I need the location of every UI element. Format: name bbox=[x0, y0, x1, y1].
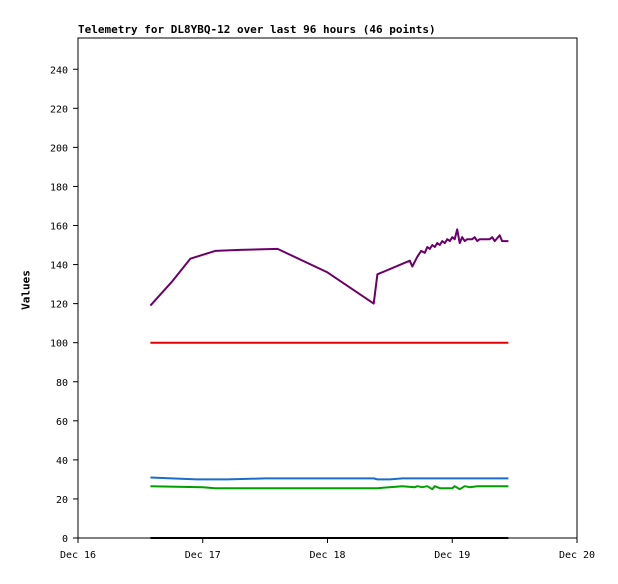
y-tick-label: 240 bbox=[50, 65, 68, 76]
y-tick-label: 0 bbox=[62, 534, 68, 545]
series-line-3 bbox=[150, 476, 509, 481]
y-tick-label: 120 bbox=[50, 300, 68, 311]
y-axis-label: Values bbox=[19, 270, 33, 310]
y-tick-label: 200 bbox=[50, 143, 68, 154]
chart-title: Telemetry for DL8YBQ-12 over last 96 hou… bbox=[78, 23, 436, 36]
x-tick-label: Dec 16 bbox=[60, 550, 96, 561]
series-line-4 bbox=[150, 485, 509, 491]
y-tick-label: 100 bbox=[50, 339, 68, 350]
y-tick-label: 60 bbox=[56, 417, 68, 428]
x-tick-label: Dec 19 bbox=[434, 550, 470, 561]
y-tick-label: 80 bbox=[56, 378, 68, 389]
y-tick-label: 160 bbox=[50, 222, 68, 233]
x-tick-label: Dec 20 bbox=[559, 550, 595, 561]
x-tick-label: Dec 17 bbox=[185, 550, 221, 561]
series-line-1 bbox=[149, 228, 509, 307]
plot-frame bbox=[77, 37, 578, 539]
x-tick-label: Dec 18 bbox=[309, 550, 345, 561]
y-tick-label: 40 bbox=[56, 456, 68, 467]
y-tick-label: 20 bbox=[56, 495, 68, 506]
y-tick-label: 140 bbox=[50, 261, 68, 272]
y-tick-label: 180 bbox=[50, 182, 68, 193]
y-tick-label: 220 bbox=[50, 104, 68, 115]
